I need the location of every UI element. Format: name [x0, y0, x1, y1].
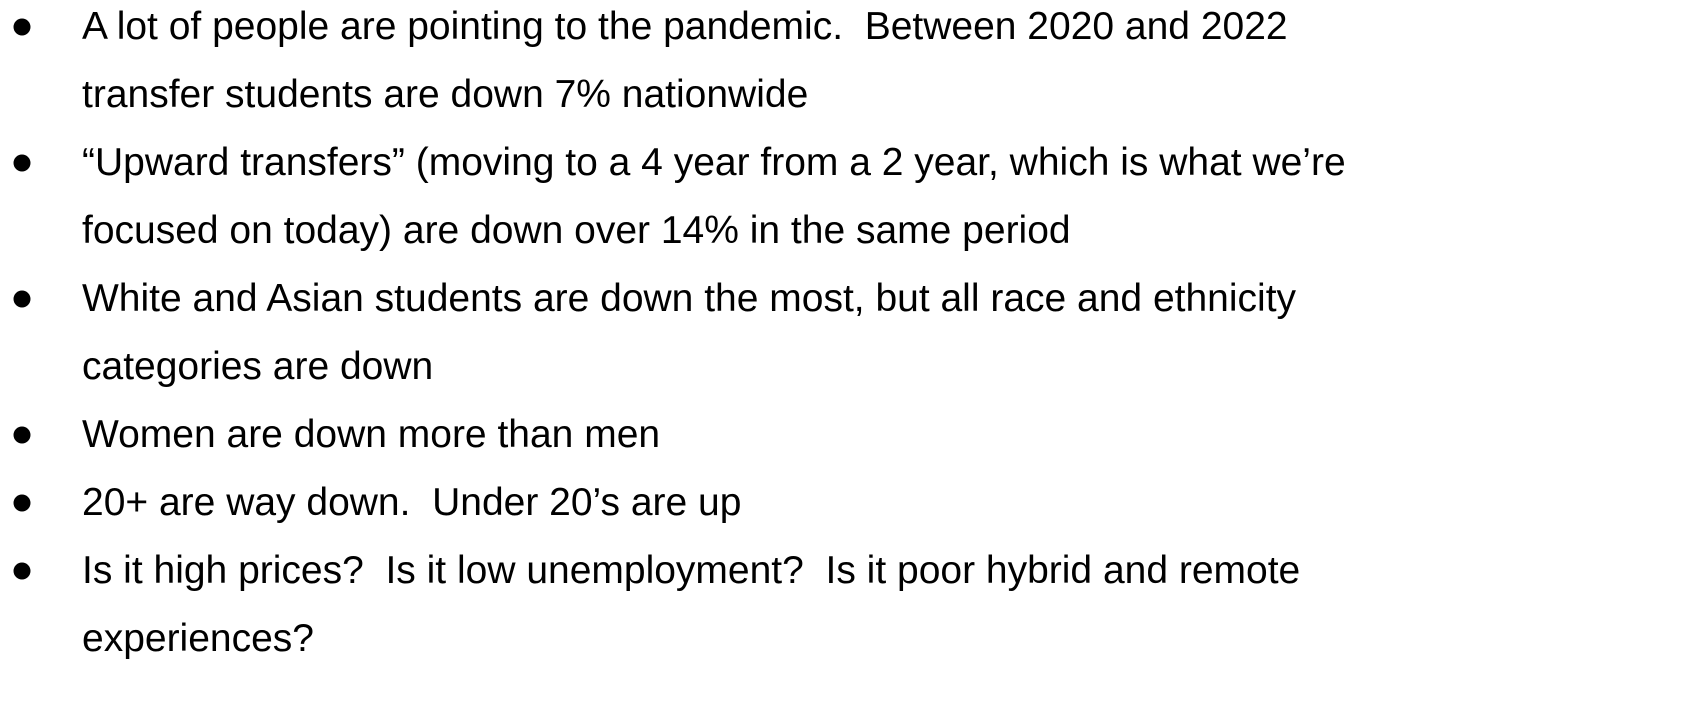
- bullet: [13, 562, 31, 580]
- text-line: White and Asian students are down the mo…: [82, 277, 1297, 320]
- bullet: [13, 290, 31, 308]
- text-line: experiences?: [82, 617, 314, 660]
- text-line: categories are down: [82, 345, 434, 388]
- bullet: [13, 154, 31, 172]
- bullet: [13, 426, 31, 444]
- text-line: 20+ are way down. Under 20’s are up: [82, 481, 742, 524]
- text-line: “Upward transfers” (moving to a 4 year f…: [82, 141, 1346, 184]
- text-line: Women are down more than men: [82, 413, 661, 456]
- text-line: transfer students are down 7% nationwide: [82, 73, 809, 116]
- bullet: [13, 494, 31, 512]
- bullet: [13, 18, 31, 36]
- text-line: Is it high prices? Is it low unemploymen…: [82, 549, 1301, 592]
- text-line: focused on today) are down over 14% in t…: [82, 209, 1071, 252]
- text-line: A lot of people are pointing to the pand…: [82, 5, 1288, 48]
